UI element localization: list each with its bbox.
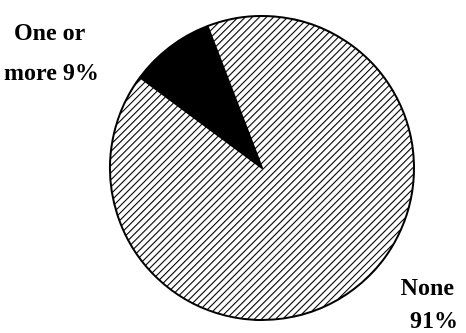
pie-slice-one-or-more xyxy=(138,25,263,169)
slice-label-one-or-more-line-1: One or xyxy=(14,20,86,46)
slice-label-one-or-more: One or more 9% xyxy=(4,20,99,86)
pie-slice-none xyxy=(109,15,415,322)
slice-label-none-line-2: 91% xyxy=(410,308,458,333)
pie-slices xyxy=(109,15,415,322)
slice-label-none: None 91% xyxy=(401,275,460,333)
slice-label-one-or-more-line-2: more 9% xyxy=(4,60,99,86)
slice-label-none-line-1: None xyxy=(401,275,455,301)
